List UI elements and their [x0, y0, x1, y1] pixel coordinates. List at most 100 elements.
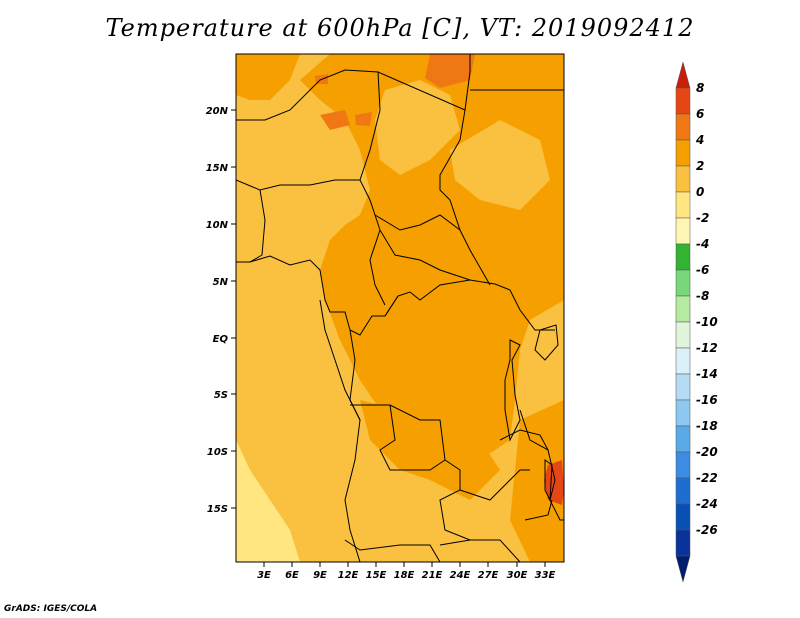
- lake-outline: [504, 339, 521, 442]
- colorbar-label: 4: [695, 133, 704, 147]
- colorbar-label: -18: [696, 419, 718, 433]
- border-line: [372, 295, 399, 317]
- lat-tick-label: 10S: [207, 447, 228, 458]
- colorbar-swatch: [675, 503, 691, 531]
- colorbar-label: -20: [696, 445, 718, 459]
- lon-tick: 3E: [257, 562, 271, 581]
- border-line: [236, 255, 321, 271]
- grads-credit: GrADS: IGES/COLA: [4, 604, 98, 614]
- lat-tick: 20N: [206, 106, 236, 117]
- colorbar-swatch: [675, 347, 691, 375]
- colorbar-swatch: [675, 451, 691, 479]
- colorbar-swatch: [675, 529, 691, 557]
- field-0-to-2-patch-east: [450, 120, 550, 210]
- colorbar-label: -26: [696, 523, 718, 537]
- lon-tick-label: 24E: [450, 570, 471, 581]
- colorbar-label: -24: [696, 497, 718, 511]
- lon-tick: 6E: [285, 562, 299, 581]
- colorbar-swatch: [675, 425, 691, 453]
- colorbar-label: -12: [696, 341, 718, 355]
- border-line: [236, 179, 360, 191]
- lat-tick-label: 15N: [206, 163, 229, 174]
- colorbar-swatch: [675, 191, 691, 219]
- temperature-field: [236, 54, 564, 562]
- field-2-to-4-southeast: [510, 400, 564, 562]
- field-minus2-to-0-southwest: [236, 440, 300, 562]
- lat-tick-label: 5N: [213, 277, 229, 288]
- lon-tick-label: 33E: [535, 570, 556, 581]
- colorbar-swatch: [675, 165, 691, 193]
- lon-tick-label: 6E: [285, 570, 299, 581]
- border-line: [344, 329, 361, 562]
- border-line: [459, 469, 530, 501]
- lon-tick: 18E: [394, 562, 415, 581]
- lon-ticks: 3E 6E 9E 12E 15E 18E 21E 24E 27E 30E 33E: [257, 562, 556, 581]
- lat-tick-label: EQ: [213, 334, 229, 345]
- field-2-to-4-center: [360, 400, 500, 500]
- border-line: [499, 429, 549, 451]
- lon-tick-label: 27E: [478, 570, 499, 581]
- border-line: [379, 404, 446, 471]
- colorbar-swatch: [675, 399, 691, 427]
- colorbar-label: -16: [696, 393, 718, 407]
- lake-outline: [544, 459, 553, 502]
- lon-tick: 21E: [422, 562, 443, 581]
- lon-tick: 30E: [507, 562, 528, 581]
- lat-tick: 5S: [214, 390, 236, 401]
- lon-tick-label: 3E: [257, 570, 271, 581]
- colorbar-label: -4: [696, 237, 709, 251]
- field-4-to-6-patch-ne: [355, 112, 372, 126]
- field-4-to-6-patch-north: [425, 54, 475, 88]
- lat-tick: 15N: [206, 163, 236, 174]
- border-line: [439, 109, 491, 286]
- lon-tick-label: 15E: [366, 570, 387, 581]
- colorbar-swatch: [675, 295, 691, 323]
- colorbar-label: -2: [696, 211, 709, 225]
- lat-tick-label: 20N: [206, 106, 229, 117]
- map-title: Temperature at 600hPa [C], VT: 201909241…: [105, 14, 695, 42]
- colorbar-swatch: [675, 321, 691, 349]
- colorbar-top-arrow: [675, 61, 691, 89]
- lon-tick-label: 21E: [422, 570, 443, 581]
- lat-tick: 10N: [206, 220, 236, 231]
- border-line: [374, 214, 461, 231]
- lon-tick-label: 30E: [507, 570, 528, 581]
- border-line: [377, 54, 471, 111]
- lon-tick: 33E: [535, 562, 556, 581]
- colorbar-label: -22: [696, 471, 718, 485]
- colorbar-swatch: [675, 373, 691, 401]
- colorbar-label: -14: [696, 367, 718, 381]
- border-line: [439, 539, 471, 546]
- border-line: [524, 499, 553, 521]
- colorbar-label: 6: [696, 107, 704, 121]
- lon-tick-label: 9E: [313, 570, 327, 581]
- field-0-to-2-patch-north: [375, 80, 460, 175]
- colorbar-label: 8: [696, 81, 704, 95]
- lon-tick: 9E: [313, 562, 327, 581]
- lat-tick: 15S: [207, 504, 236, 515]
- colorbar-bottom-arrow: [675, 555, 691, 583]
- border-line: [344, 539, 441, 562]
- lat-ticks: 20N 15N 10N 5N EQ 5S 10S 15S: [206, 106, 236, 515]
- colorbar-label: 2: [696, 159, 704, 173]
- country-borders: [236, 54, 564, 562]
- border-line: [319, 269, 555, 336]
- lake-outline: [534, 324, 559, 361]
- colorbar-swatch: [675, 113, 691, 141]
- colorbar: 8 6 4 2 0 -2 -4 -6 -8 -10 -12 -14 -16 -18 -20 -22 -24 -26: [675, 61, 718, 583]
- border-line: [379, 229, 471, 281]
- field-2-to-4-north: [236, 54, 300, 100]
- lon-tick-label: 18E: [394, 570, 415, 581]
- border-line: [519, 409, 564, 521]
- colorbar-swatch: [675, 217, 691, 245]
- lat-tick: 10S: [207, 447, 236, 458]
- lat-tick-label: 10N: [206, 220, 229, 231]
- colorbar-label: -10: [696, 315, 718, 329]
- lat-tick: EQ: [213, 334, 236, 345]
- field-4-to-6-patch-nw: [320, 110, 350, 130]
- colorbar-label: -8: [696, 289, 709, 303]
- border-line: [249, 189, 266, 263]
- colorbar-swatch: [675, 269, 691, 297]
- lat-tick-label: 15S: [207, 504, 228, 515]
